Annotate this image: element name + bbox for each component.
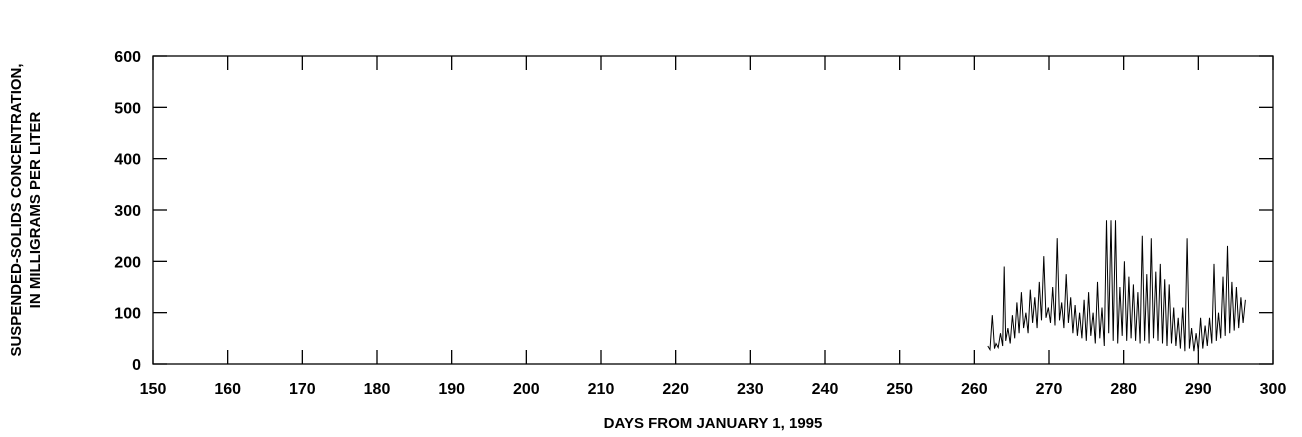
y-axis-title: SUSPENDED-SOLIDS CONCENTRATION, IN MILLI… — [8, 63, 44, 356]
y-tick-label: 400 — [114, 152, 141, 169]
y-tick-label: 100 — [114, 306, 141, 323]
x-tick-label: 260 — [961, 381, 988, 398]
axis-ticks — [152, 55, 1274, 365]
x-tick-label: 170 — [289, 381, 316, 398]
x-axis-title: DAYS FROM JANUARY 1, 1995 — [604, 415, 823, 432]
x-tick-label: 180 — [364, 381, 391, 398]
x-tick-label: 150 — [140, 381, 167, 398]
x-tick-label: 280 — [1110, 381, 1137, 398]
axis-tick-labels: 150 160 170 180 190 200 210 220 230 240 250 260 270 2… — [114, 49, 1286, 398]
series-line — [987, 220, 1246, 352]
x-tick-label: 300 — [1260, 381, 1287, 398]
x-tick-label: 270 — [1036, 381, 1063, 398]
x-tick-label: 220 — [662, 381, 689, 398]
x-tick-label: 160 — [214, 381, 241, 398]
y-tick-label: 0 — [132, 357, 141, 374]
y-tick-label: 200 — [114, 254, 141, 271]
y-tick-label: 300 — [114, 203, 141, 220]
y-tick-label: 600 — [114, 49, 141, 66]
x-tick-label: 230 — [737, 381, 764, 398]
x-tick-label: 210 — [588, 381, 615, 398]
x-tick-label: 190 — [438, 381, 465, 398]
y-tick-label: 500 — [114, 100, 141, 117]
x-tick-label: 200 — [513, 381, 540, 398]
y-axis-title-line-1: SUSPENDED-SOLIDS CONCENTRATION, — [8, 63, 25, 356]
y-axis-title-line-2: IN MILLIGRAMS PER LITER — [27, 112, 44, 309]
x-tick-label: 240 — [812, 381, 839, 398]
x-tick-label: 250 — [886, 381, 913, 398]
x-tick-label: 290 — [1185, 381, 1212, 398]
